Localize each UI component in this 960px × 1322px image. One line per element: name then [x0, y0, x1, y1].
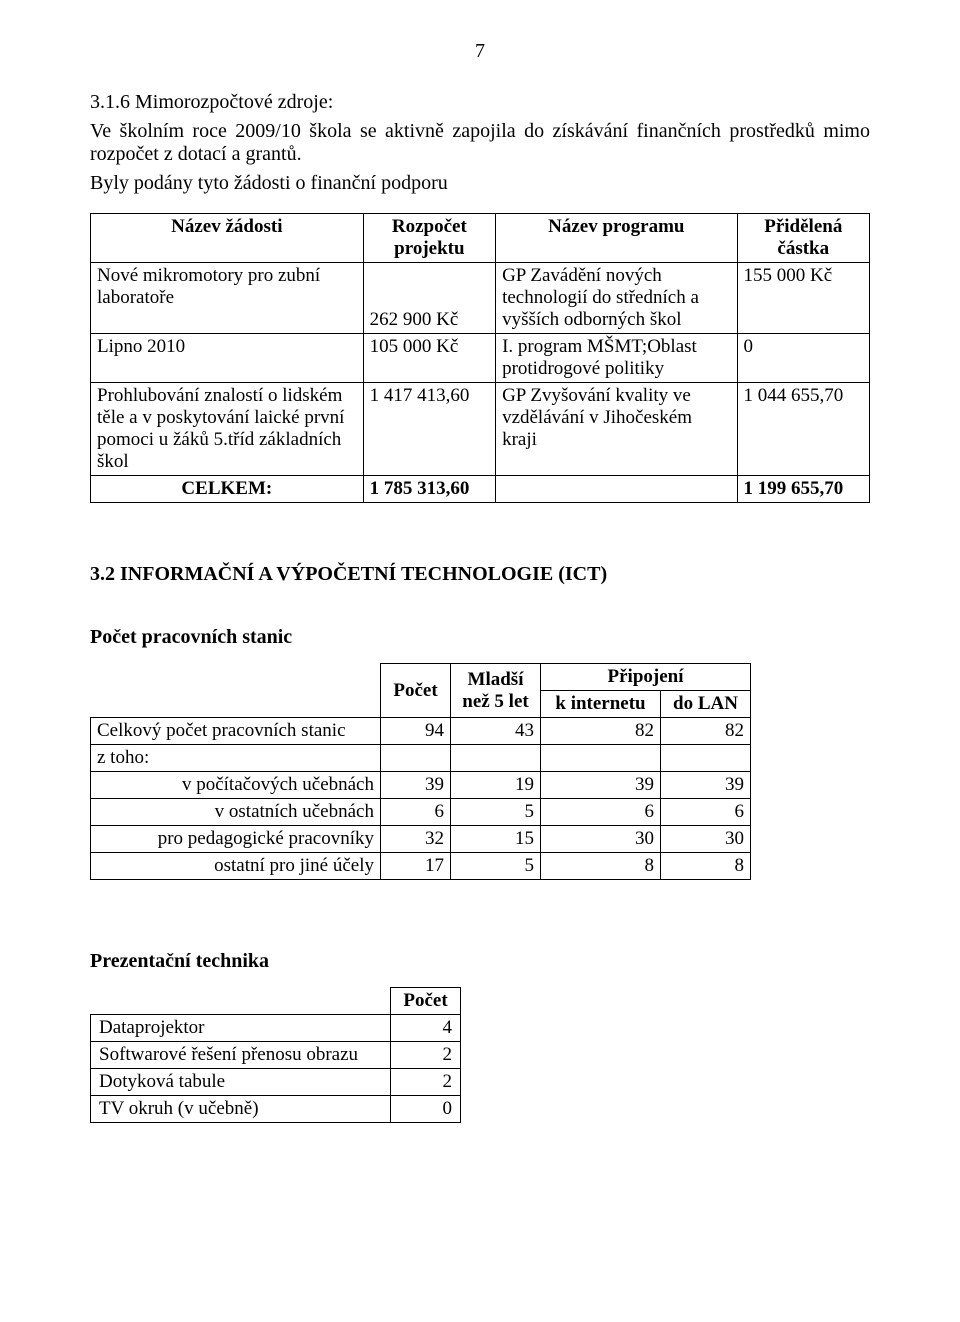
table-row: Prohlubování znalostí o lidském těle a v… [91, 383, 870, 476]
col-header-pocet: Počet [381, 664, 451, 718]
table-row: Nové mikromotory pro zubní laboratoře 26… [91, 263, 870, 334]
cell-rozpocet: 1 417 413,60 [363, 383, 495, 476]
table-row: ostatní pro jiné účely 17 5 8 8 [91, 853, 751, 880]
page-number: 7 [90, 40, 870, 63]
col-header-kinternetu: k internetu [541, 691, 661, 718]
presentation-tech-heading: Prezentační technika [90, 950, 870, 973]
workstations-heading: Počet pracovních stanic [90, 626, 870, 649]
cell-value: 39 [541, 772, 661, 799]
cell-value: 6 [661, 799, 751, 826]
funding-requests-table: Název žádosti Rozpočet projektu Název pr… [90, 213, 870, 503]
col-header-program: Název programu [496, 214, 737, 263]
workstations-table: Počet Mladší než 5 let Připojení k inter… [90, 663, 751, 880]
cell-label: v počítačových učebnách [91, 772, 381, 799]
cell-label: Softwarové řešení přenosu obrazu [91, 1042, 391, 1069]
col-header-empty [91, 664, 381, 718]
cell-value: 30 [541, 826, 661, 853]
table-row: Softwarové řešení přenosu obrazu 2 [91, 1042, 461, 1069]
cell-value: 6 [541, 799, 661, 826]
cell-value: 19 [451, 772, 541, 799]
cell-label: ostatní pro jiné účely [91, 853, 381, 880]
table-row: Dotyková tabule 2 [91, 1069, 461, 1096]
cell-value: 5 [451, 853, 541, 880]
cell-total-label: CELKEM: [91, 476, 364, 503]
cell-label: TV okruh (v učebně) [91, 1096, 391, 1123]
cell-value: 8 [541, 853, 661, 880]
table-row: pro pedagogické pracovníky 32 15 30 30 [91, 826, 751, 853]
col-header-mladsi: Mladší než 5 let [451, 664, 541, 718]
cell-value: 82 [541, 718, 661, 745]
col-header-pocet: Počet [391, 988, 461, 1015]
cell-castka: 1 044 655,70 [737, 383, 869, 476]
cell-label: Dotyková tabule [91, 1069, 391, 1096]
cell-label: pro pedagogické pracovníky [91, 826, 381, 853]
cell-value: 6 [381, 799, 451, 826]
cell-value: 82 [661, 718, 751, 745]
cell-nazev: Prohlubování znalostí o lidském těle a v… [91, 383, 364, 476]
presentation-tech-table: Počet Dataprojektor 4 Softwarové řešení … [90, 987, 461, 1123]
cell-value: 94 [381, 718, 451, 745]
table-row: z toho: [91, 745, 751, 772]
cell-nazev: Lipno 2010 [91, 334, 364, 383]
section-3-2-title: 3.2 INFORMAČNÍ A VÝPOČETNÍ TECHNOLOGIE (… [90, 563, 870, 586]
cell-castka: 0 [737, 334, 869, 383]
table-row: Počet [91, 988, 461, 1015]
cell-value: 2 [391, 1042, 461, 1069]
cell-rozpocet: 105 000 Kč [363, 334, 495, 383]
col-header-empty [91, 988, 391, 1015]
cell-empty [451, 745, 541, 772]
col-header-castka: Přidělená částka [737, 214, 869, 263]
cell-total-castka: 1 199 655,70 [737, 476, 869, 503]
cell-label: Celkový počet pracovních stanic [91, 718, 381, 745]
cell-value: 0 [391, 1096, 461, 1123]
cell-value: 15 [451, 826, 541, 853]
table-row: v počítačových učebnách 39 19 39 39 [91, 772, 751, 799]
document-page: 7 3.1.6 Mimorozpočtové zdroje: Ve školní… [0, 0, 960, 1183]
cell-nazev: Nové mikromotory pro zubní laboratoře [91, 263, 364, 334]
col-header-pripojeni: Připojení [541, 664, 751, 691]
table-row: v ostatních učebnách 6 5 6 6 [91, 799, 751, 826]
cell-total-rozpocet: 1 785 313,60 [363, 476, 495, 503]
table-row: Celkový počet pracovních stanic 94 43 82… [91, 718, 751, 745]
table-row: Počet Mladší než 5 let Připojení [91, 664, 751, 691]
table-row: TV okruh (v učebně) 0 [91, 1096, 461, 1123]
section-3-1-6-title: 3.1.6 Mimorozpočtové zdroje: [90, 91, 870, 114]
cell-program: I. program MŠMT;Oblast protidrogové poli… [496, 334, 737, 383]
section-3-1-6-para2: Byly podány tyto žádosti o finanční podp… [90, 172, 870, 195]
cell-value: 5 [451, 799, 541, 826]
table-row-total: CELKEM: 1 785 313,60 1 199 655,70 [91, 476, 870, 503]
cell-rozpocet: 262 900 Kč [363, 263, 495, 334]
cell-value: 4 [391, 1015, 461, 1042]
cell-empty [496, 476, 737, 503]
cell-castka: 155 000 Kč [737, 263, 869, 334]
cell-label: Dataprojektor [91, 1015, 391, 1042]
cell-program: GP Zavádění nových technologií do středn… [496, 263, 737, 334]
table-row: Lipno 2010 105 000 Kč I. program MŠMT;Ob… [91, 334, 870, 383]
cell-empty [541, 745, 661, 772]
section-3-1-6-para1: Ve školním roce 2009/10 škola se aktivně… [90, 120, 870, 166]
cell-empty [661, 745, 751, 772]
cell-label: v ostatních učebnách [91, 799, 381, 826]
cell-value: 43 [451, 718, 541, 745]
cell-empty [381, 745, 451, 772]
cell-value: 17 [381, 853, 451, 880]
table-row: Dataprojektor 4 [91, 1015, 461, 1042]
col-header-rozpocet: Rozpočet projektu [363, 214, 495, 263]
cell-value: 8 [661, 853, 751, 880]
cell-value: 32 [381, 826, 451, 853]
col-header-dolan: do LAN [661, 691, 751, 718]
cell-program: GP Zvyšování kvality ve vzdělávání v Jih… [496, 383, 737, 476]
cell-value: 39 [661, 772, 751, 799]
col-header-nazev: Název žádosti [91, 214, 364, 263]
cell-value: 2 [391, 1069, 461, 1096]
table-row: Název žádosti Rozpočet projektu Název pr… [91, 214, 870, 263]
cell-label: z toho: [91, 745, 381, 772]
cell-value: 30 [661, 826, 751, 853]
cell-value: 39 [381, 772, 451, 799]
